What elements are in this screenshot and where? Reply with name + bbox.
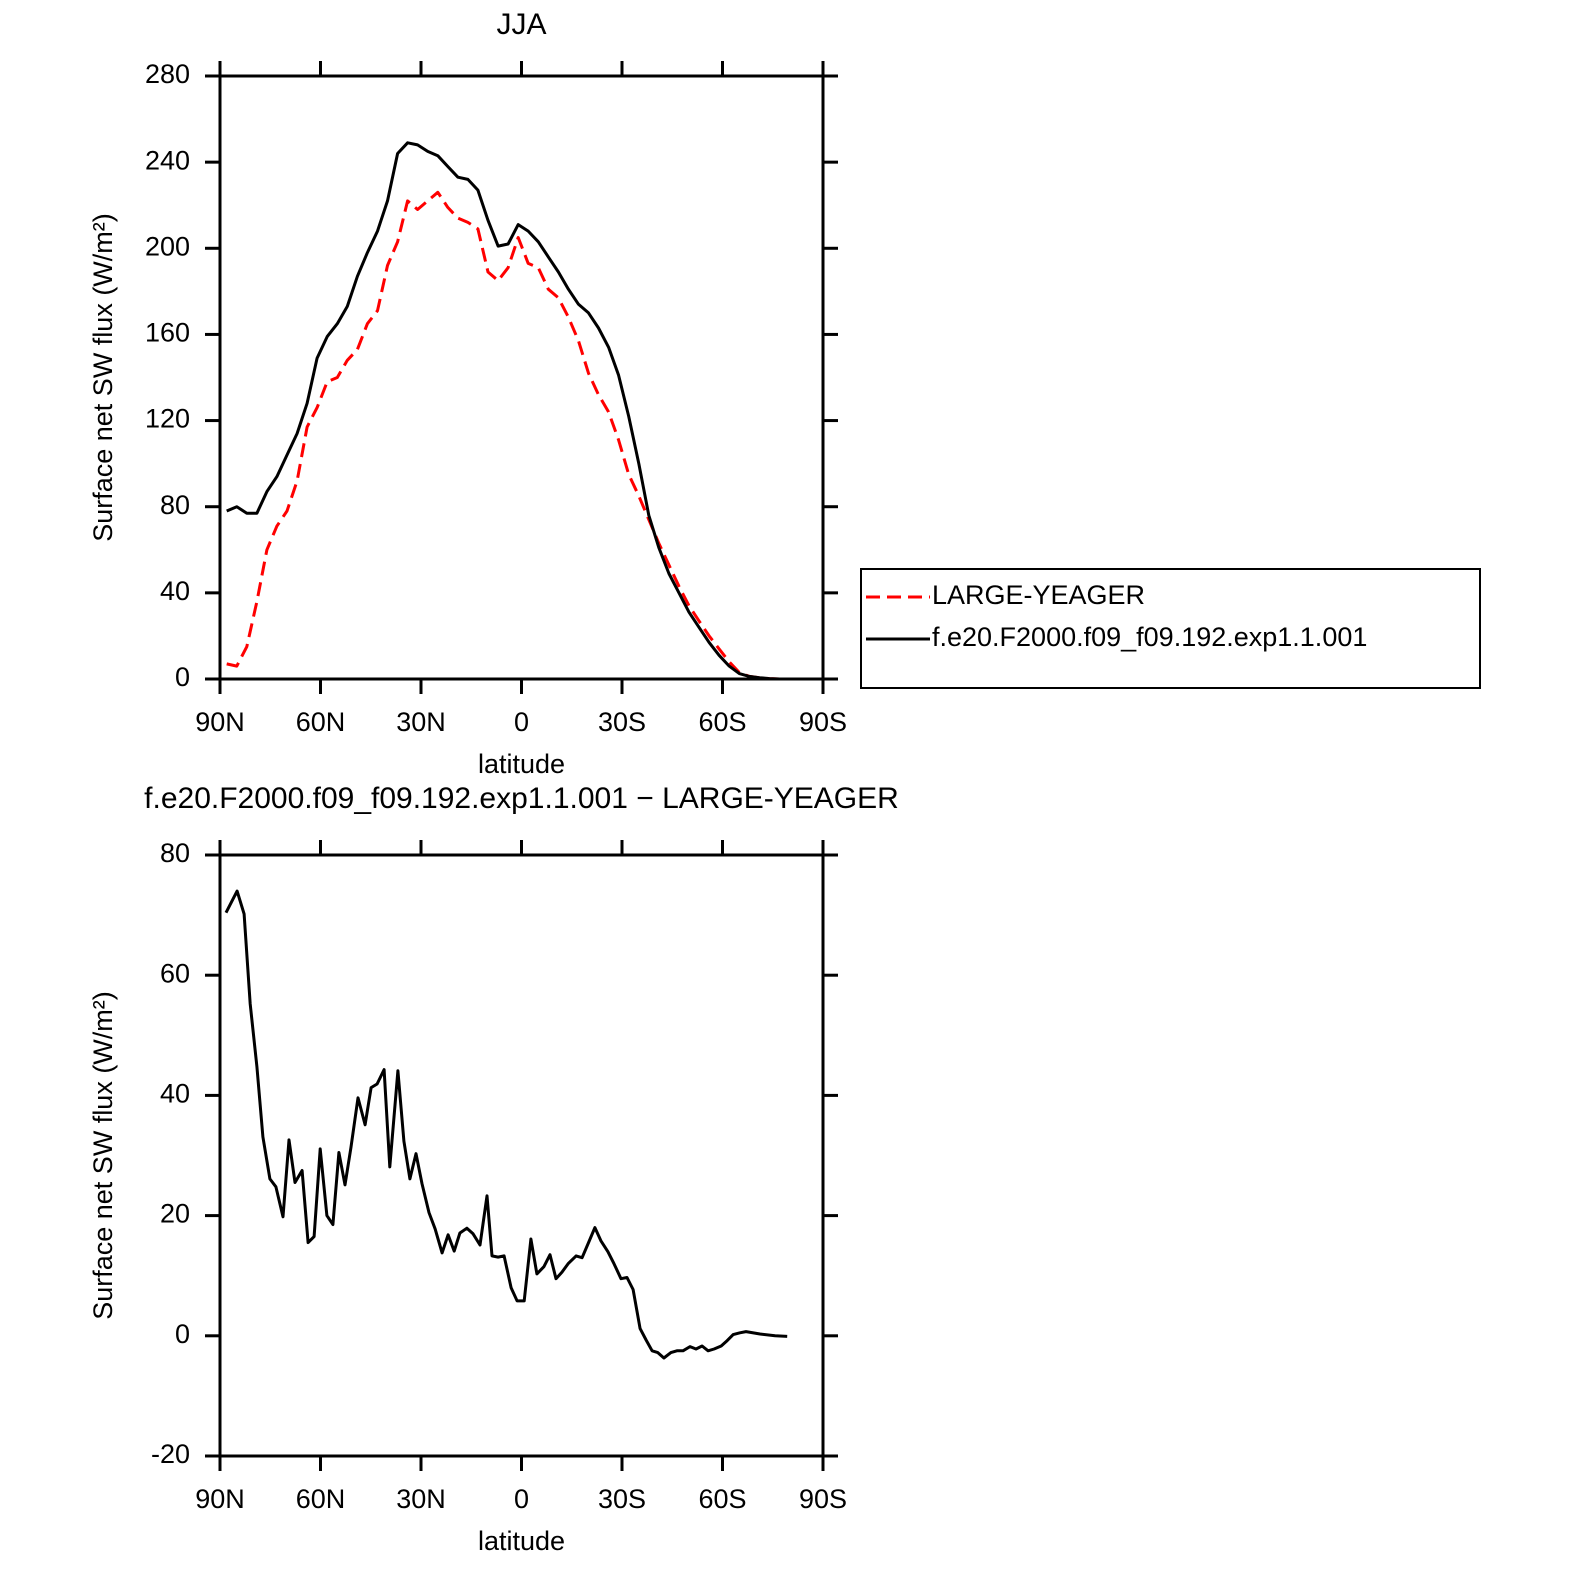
x-tick-label: 0 (514, 707, 529, 737)
y-tick-label: 0 (175, 662, 190, 692)
y-tick-label: 40 (160, 1079, 190, 1109)
x-tick-label: 60S (698, 707, 746, 737)
y-tick-label: -20 (151, 1439, 190, 1469)
y-tick-label: 240 (145, 145, 190, 175)
y-tick-label: 200 (145, 231, 190, 261)
chart-title: f.e20.F2000.f09_f09.192.exp1.1.001 − LAR… (144, 782, 899, 815)
y-tick-label: 80 (160, 838, 190, 868)
legend-box (860, 568, 1481, 689)
x-tick-label: 30S (598, 1484, 646, 1514)
y-tick-label: 160 (145, 318, 190, 348)
y-tick-label: 20 (160, 1199, 190, 1229)
x-tick-label: 30N (396, 707, 446, 737)
y-axis-label: Surface net SW flux (W/m²) (88, 991, 118, 1320)
x-tick-label: 90S (799, 707, 847, 737)
chart-title: JJA (496, 8, 546, 41)
plot-frame (218, 74, 825, 681)
y-tick-label: 0 (175, 1319, 190, 1349)
legend: LARGE-YEAGER f.e20.F2000.f09_f09.192.exp1… (860, 568, 1481, 689)
x-tick-label: 30N (396, 1484, 446, 1514)
y-tick-label: 120 (145, 404, 190, 434)
y-tick-label: 80 (160, 490, 190, 520)
x-tick-label: 90N (195, 1484, 245, 1514)
x-tick-label: 60N (296, 707, 346, 737)
x-tick-label: 60S (698, 1484, 746, 1514)
x-tick-label: 30S (598, 707, 646, 737)
x-tick-label: 90S (799, 1484, 847, 1514)
x-axis-label: latitude (478, 1526, 565, 1556)
x-tick-label: 60N (296, 1484, 346, 1514)
data-line (226, 190, 820, 681)
x-axis-label: latitude (478, 749, 565, 779)
legend-label: LARGE-YEAGER (932, 580, 1145, 610)
data-line (226, 141, 820, 681)
legend-label: f.e20.F2000.f09_f09.192.exp1.1.001 (932, 622, 1367, 652)
x-tick-label: 0 (514, 1484, 529, 1514)
y-tick-label: 280 (145, 59, 190, 89)
y-axis-label: Surface net SW flux (W/m²) (88, 213, 118, 542)
data-line (224, 889, 788, 1360)
y-tick-label: 60 (160, 958, 190, 988)
y-tick-label: 40 (160, 576, 190, 606)
plot-frame (218, 853, 825, 1458)
x-tick-label: 90N (195, 707, 245, 737)
